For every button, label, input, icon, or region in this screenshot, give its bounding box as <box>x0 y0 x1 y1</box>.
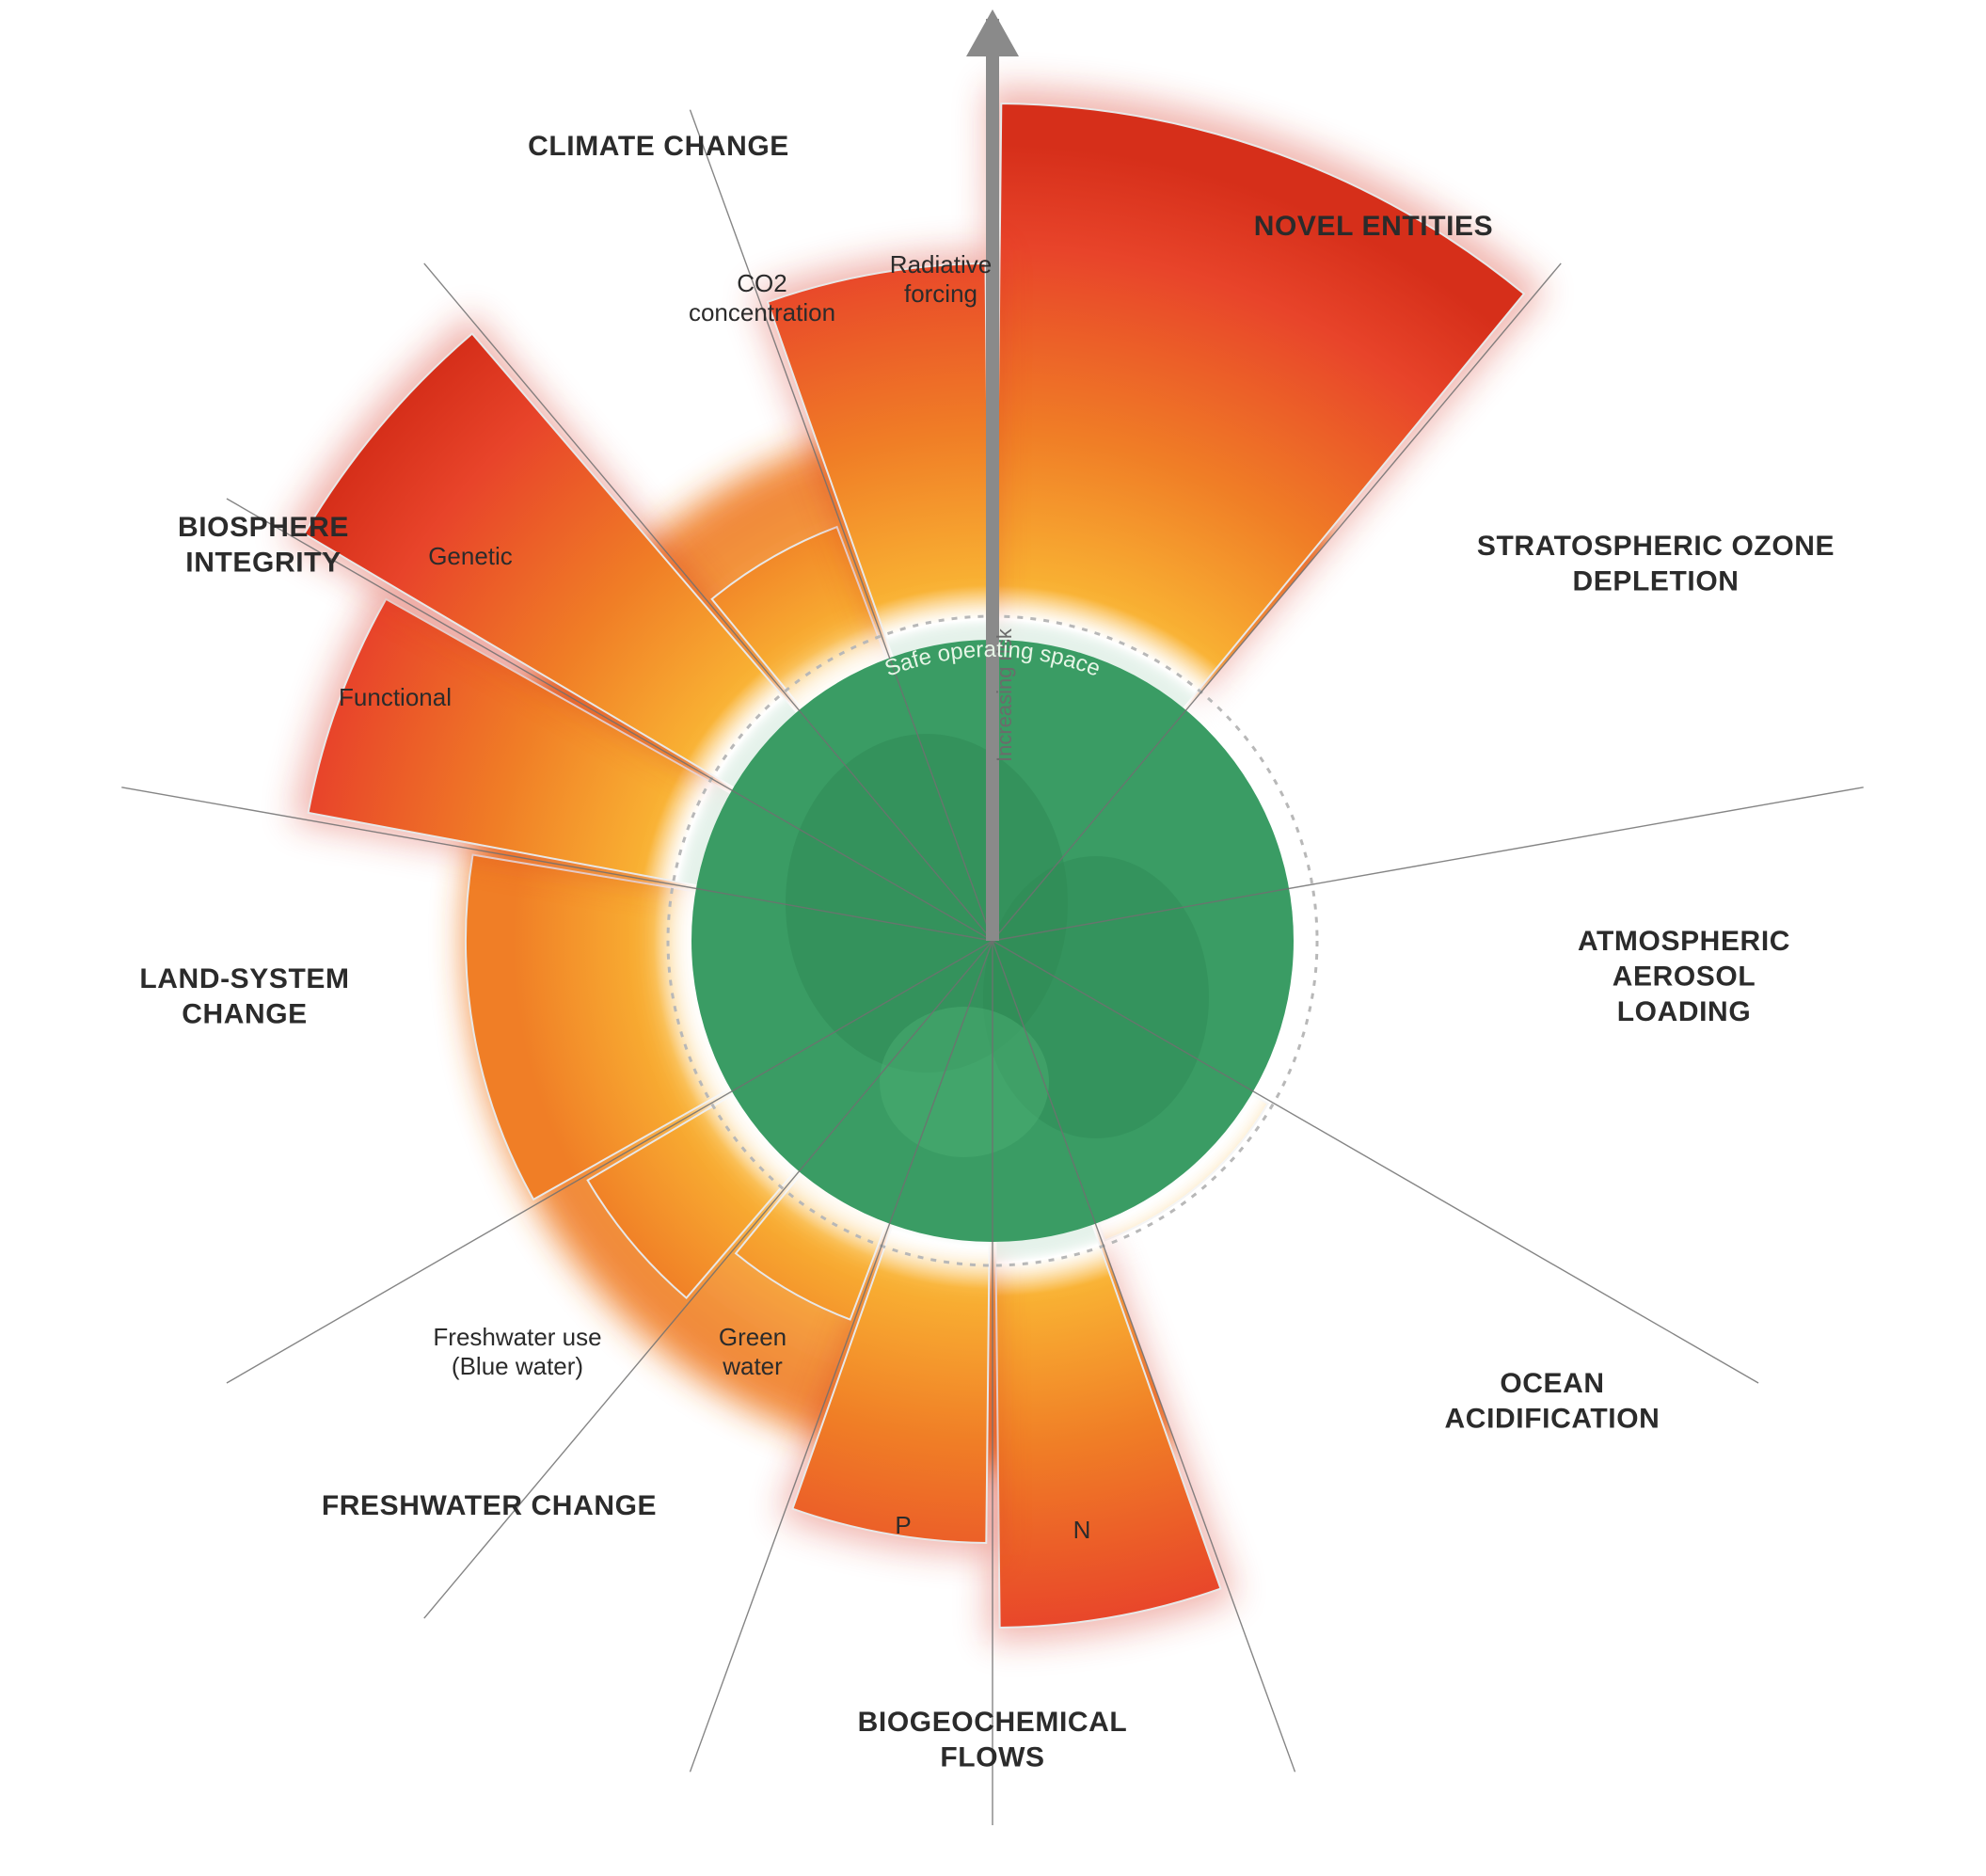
label-aerosol: ATMOSPHERICAEROSOLLOADING <box>1578 926 1790 1027</box>
label-ozone: STRATOSPHERIC OZONEDEPLETION <box>1477 531 1835 597</box>
label-land: LAND-SYSTEMCHANGE <box>139 963 349 1030</box>
sublabel-radiative_sub: Radiativeforcing <box>890 250 992 308</box>
label-novel: NOVEL ENTITIES <box>1254 211 1494 242</box>
sublabel-p_sub: P <box>895 1511 911 1539</box>
label-climate: CLIMATE CHANGE <box>528 131 789 162</box>
sublabel-functional_sub: Functional <box>339 683 452 711</box>
label-ocean: OCEANACIDIFICATION <box>1445 1368 1660 1435</box>
label-freshwater: FRESHWATER CHANGE <box>322 1490 657 1521</box>
sublabel-n_sub: N <box>1073 1516 1091 1544</box>
planetary-boundaries-diagram: Increasing riskSafe operating spaceCLIMA… <box>0 0 1986 1876</box>
sublabel-genetic_sub: Genetic <box>428 542 513 570</box>
sublabel-green_water_sub: Greenwater <box>719 1323 786 1380</box>
sublabel-blue_water_sub: Freshwater use(Blue water) <box>433 1323 601 1380</box>
